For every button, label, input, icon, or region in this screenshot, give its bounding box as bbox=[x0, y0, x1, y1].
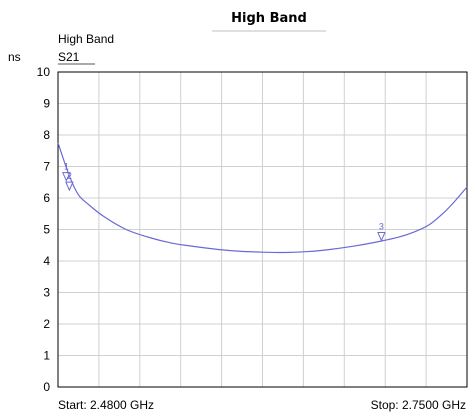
y-tick-label: 5 bbox=[43, 223, 50, 237]
marker-2-triangle bbox=[65, 181, 74, 192]
series-group bbox=[57, 142, 468, 254]
marker-3-label: 3 bbox=[379, 222, 384, 232]
marker-3-triangle bbox=[377, 232, 386, 242]
marker-1-triangle bbox=[62, 172, 71, 182]
y-tick-label: 10 bbox=[37, 65, 51, 79]
y-tick-label: 2 bbox=[43, 317, 50, 331]
marker-1-label: 1 bbox=[64, 162, 69, 172]
trace-name: High Band bbox=[58, 32, 114, 46]
y-tick-label: 4 bbox=[43, 254, 50, 268]
y-tick-label: 6 bbox=[43, 191, 50, 205]
chart-title: High Band bbox=[231, 11, 307, 26]
stop-frequency-label: Stop: 2.7500 GHz bbox=[371, 398, 466, 412]
marker-2-label: 2 bbox=[67, 171, 72, 181]
trace-param: S21 bbox=[58, 50, 80, 64]
y-tick-label: 8 bbox=[43, 128, 50, 142]
marker-group: 12 3 bbox=[62, 162, 386, 242]
y-tick-label: 9 bbox=[43, 97, 50, 111]
grid bbox=[57, 71, 468, 388]
plot-frame bbox=[57, 71, 468, 388]
start-frequency-label: Start: 2.4800 GHz bbox=[58, 398, 154, 412]
y-unit-label: ns bbox=[8, 50, 21, 64]
y-tick-label: 7 bbox=[43, 160, 50, 174]
y-tick-label: 1 bbox=[43, 349, 50, 363]
series-line bbox=[57, 142, 468, 254]
y-tick-label: 0 bbox=[43, 380, 50, 394]
y-tick-labels: 0 1 2 3 4 5 6 7 8 9 10 bbox=[37, 65, 51, 394]
y-tick-label: 3 bbox=[43, 286, 50, 300]
